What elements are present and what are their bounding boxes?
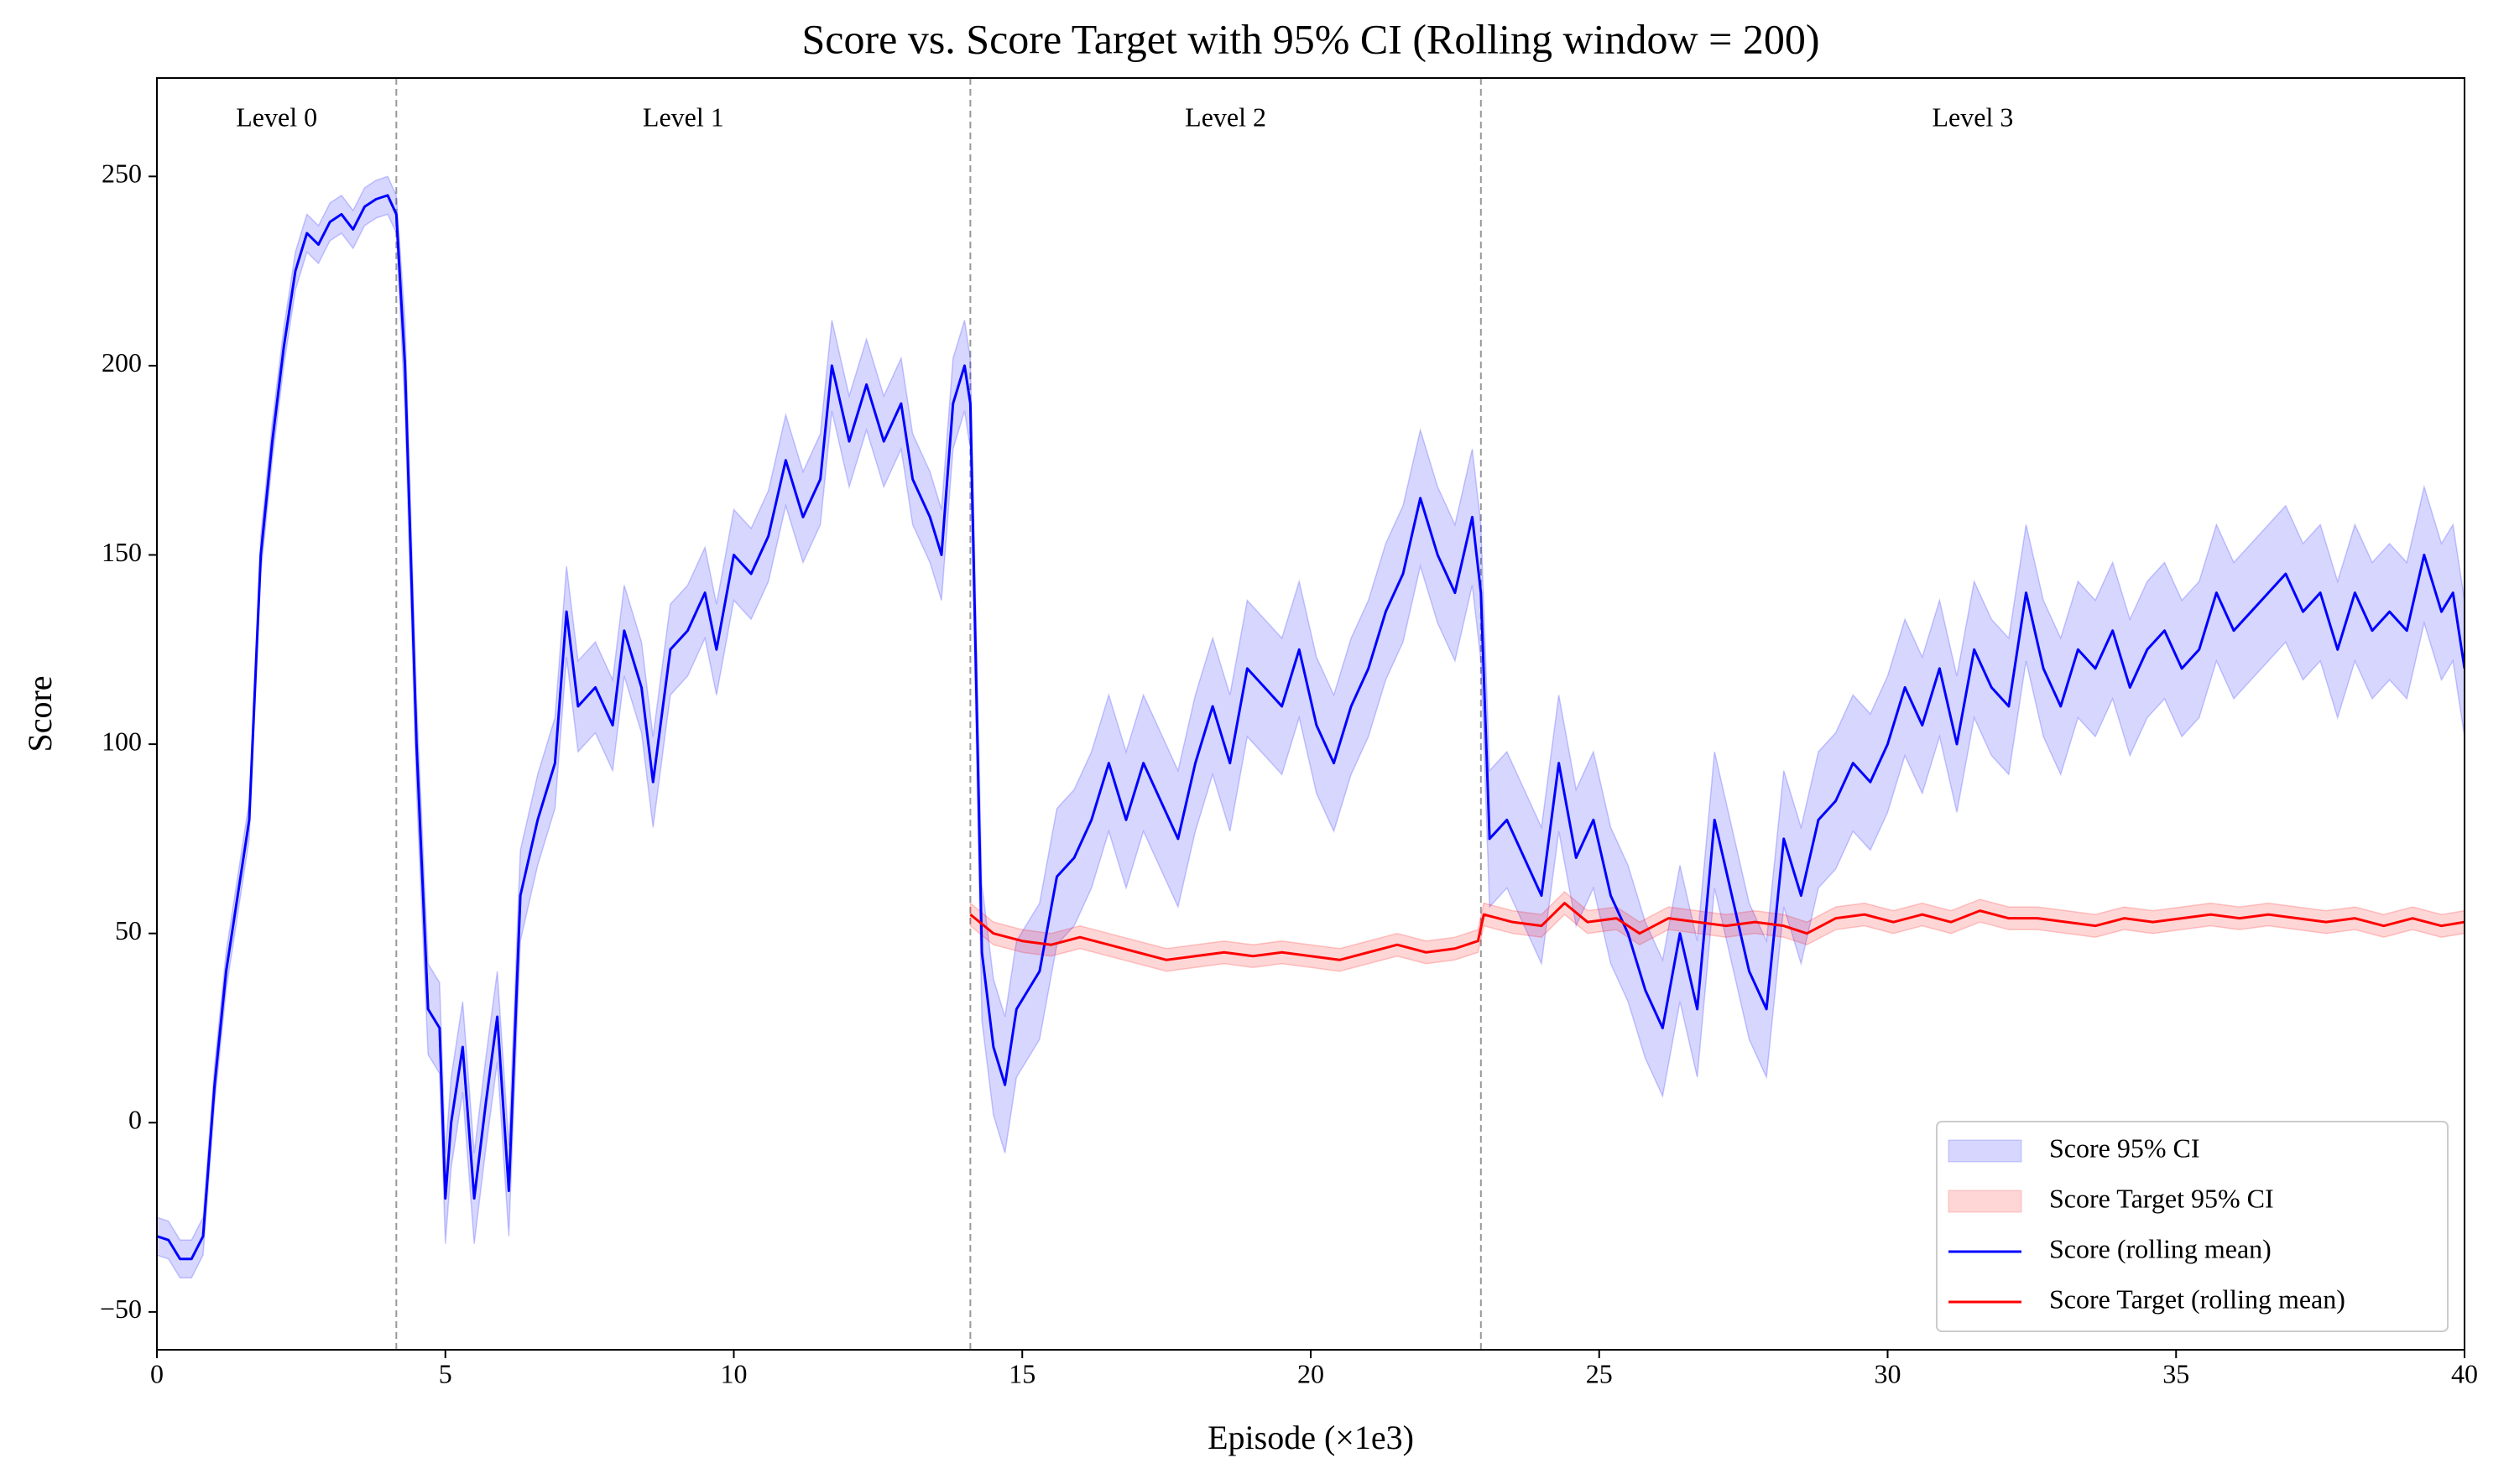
y-tick-label: 150	[102, 537, 142, 567]
level-label: Level 2	[1185, 102, 1266, 132]
chart-title: Score vs. Score Target with 95% CI (Roll…	[802, 15, 1820, 62]
legend-label: Score 95% CI	[2049, 1133, 2200, 1163]
y-tick-label: 250	[102, 159, 142, 189]
ci-band	[157, 175, 2465, 1279]
series-line	[157, 194, 2465, 1261]
level-label: Level 0	[236, 102, 317, 132]
x-tick-label: 40	[2451, 1358, 2478, 1388]
y-tick-label: 200	[102, 347, 142, 378]
x-tick-label: 35	[2162, 1358, 2189, 1388]
level-label: Level 3	[1932, 102, 2013, 132]
plot-area	[157, 78, 2465, 1350]
x-tick-label: 5	[439, 1358, 452, 1388]
legend-label: Score Target (rolling mean)	[2049, 1284, 2345, 1314]
y-tick-label: 50	[115, 915, 142, 945]
x-axis-label: Episode (×1e3)	[1208, 1419, 1414, 1456]
y-tick-label: 100	[102, 726, 142, 756]
x-tick-label: 15	[1009, 1358, 1035, 1388]
legend-patch	[1948, 1190, 2022, 1213]
y-tick-label: −50	[100, 1294, 142, 1324]
series-line	[969, 902, 2465, 961]
x-tick-label: 30	[1875, 1358, 1901, 1388]
legend-box	[1936, 1121, 2449, 1332]
y-axis-label: Score	[21, 675, 59, 752]
x-tick-label: 0	[150, 1358, 164, 1388]
x-tick-label: 25	[1586, 1358, 1613, 1388]
legend-label: Score (rolling mean)	[2049, 1233, 2272, 1263]
legend-patch	[1948, 1139, 2022, 1163]
x-tick-label: 10	[721, 1358, 748, 1388]
plot-frame	[156, 77, 2465, 1351]
ci-band	[969, 891, 2465, 972]
x-tick-label: 20	[1297, 1358, 1324, 1388]
y-tick-label: 0	[128, 1105, 142, 1135]
legend: Score 95% CI Score Target 95% CI Score (ro…	[1936, 1121, 2449, 1332]
level-label: Level 1	[643, 102, 724, 132]
legend-label: Score Target 95% CI	[2049, 1183, 2274, 1213]
